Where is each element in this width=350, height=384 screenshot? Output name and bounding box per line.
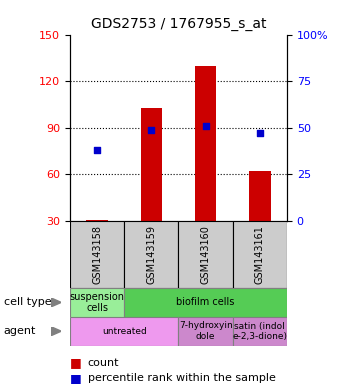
Text: GDS2753 / 1767955_s_at: GDS2753 / 1767955_s_at (91, 17, 266, 31)
Point (203, 123, 208, 129)
Bar (233, 317, 287, 346)
Bar (70, 221, 124, 288)
Text: percentile rank within the sample: percentile rank within the sample (88, 373, 275, 383)
Text: ■: ■ (70, 372, 82, 384)
Bar (140, 108, 162, 224)
Bar (195, 66, 216, 224)
Text: ■: ■ (70, 356, 82, 369)
Point (257, 130, 262, 136)
Bar (233, 221, 287, 288)
Text: suspension
cells: suspension cells (70, 291, 125, 313)
Point (148, 126, 154, 132)
Bar (178, 221, 233, 288)
Text: 7-hydroxyin
dole: 7-hydroxyin dole (179, 321, 232, 341)
Bar (178, 317, 233, 346)
Text: untreated: untreated (102, 327, 147, 336)
Text: GSM143159: GSM143159 (146, 225, 156, 284)
Bar (249, 171, 271, 224)
Text: agent: agent (4, 326, 36, 336)
Text: count: count (88, 358, 119, 368)
Text: GSM143160: GSM143160 (201, 225, 211, 284)
Bar (124, 221, 178, 288)
Bar (124, 288, 287, 317)
Text: GSM143158: GSM143158 (92, 225, 102, 284)
Polygon shape (51, 298, 61, 307)
Text: biofilm cells: biofilm cells (176, 297, 235, 308)
Bar (86, 220, 108, 224)
Text: GSM143161: GSM143161 (255, 225, 265, 284)
Point (94, 147, 100, 153)
Text: cell type: cell type (4, 297, 51, 308)
Polygon shape (51, 326, 61, 336)
Text: satin (indol
e-2,3-dione): satin (indol e-2,3-dione) (232, 321, 287, 341)
Bar (70, 317, 178, 346)
Bar (70, 288, 124, 317)
